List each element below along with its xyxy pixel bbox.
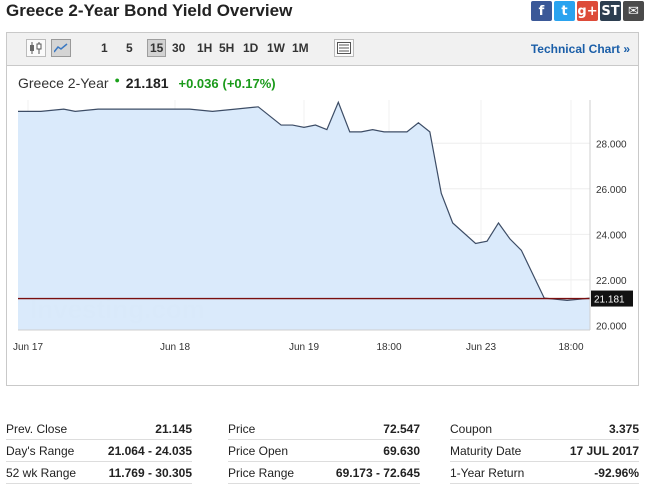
x-tick-label: 18:00 — [376, 342, 401, 353]
up-arrow-icon: ● — [114, 75, 120, 85]
stat-row: Price 72.547 — [228, 418, 420, 440]
price-change: +0.036 — [178, 76, 219, 91]
timeframe-1[interactable]: 1 — [101, 41, 108, 55]
social-share-bar: f t g+ ST ✉ — [531, 1, 644, 21]
stat-label: Price Range — [228, 465, 295, 480]
stat-row: 1-Year Return -92.96% — [450, 462, 639, 484]
timeframe-1d[interactable]: 1D — [243, 41, 259, 55]
stat-label: 52 wk Range — [6, 465, 77, 480]
twitter-icon[interactable]: t — [554, 1, 575, 21]
x-tick-label: 18:00 — [558, 342, 583, 353]
stat-row: Coupon 3.375 — [450, 418, 639, 440]
y-tick-label: 24.000 — [596, 230, 627, 241]
technical-chart-link[interactable]: Technical Chart » — [530, 42, 630, 56]
timeframe-15[interactable]: 15 — [147, 39, 167, 57]
y-tick-label: 26.000 — [596, 185, 627, 196]
stat-label: Prev. Close — [6, 421, 68, 436]
x-tick-label: Jun 18 — [160, 342, 190, 353]
stat-value: 11.769 - 30.305 — [108, 465, 192, 480]
stat-row: Day's Range 21.064 - 24.035 — [6, 440, 192, 462]
x-tick-label: Jun 19 — [289, 342, 319, 353]
x-tick-label: Jun 23 — [466, 342, 496, 353]
stat-value: 21.064 - 24.035 — [107, 443, 192, 458]
price-change-percent: (+0.17%) — [222, 76, 276, 91]
area-chart-icon[interactable] — [51, 39, 71, 57]
stat-value: 21.145 — [155, 421, 192, 436]
last-value-badge — [591, 290, 633, 307]
stat-value: -92.96% — [594, 465, 639, 480]
timeframe-1w[interactable]: 1W — [267, 41, 285, 55]
stat-label: Price — [228, 421, 256, 436]
timeframe-1h[interactable]: 1H — [197, 41, 213, 55]
y-tick-label: 22.000 — [596, 276, 627, 287]
timeframe-5h[interactable]: 5H — [219, 41, 235, 55]
stat-row: Prev. Close 21.145 — [6, 418, 192, 440]
stat-label: Day's Range — [6, 443, 75, 458]
stat-row: Maturity Date 17 JUL 2017 — [450, 440, 639, 462]
stat-value: 3.375 — [608, 421, 639, 436]
facebook-icon[interactable]: f — [531, 1, 552, 21]
series-area — [18, 102, 590, 331]
page-title: Greece 2-Year Bond Yield Overview — [6, 1, 293, 20]
stat-label: Maturity Date — [450, 443, 522, 458]
stat-row: Price Range 69.173 - 72.645 — [228, 462, 420, 484]
google-plus-icon[interactable]: g+ — [577, 1, 598, 21]
stat-value: 17 JUL 2017 — [569, 443, 639, 458]
timeframe-1m[interactable]: 1M — [292, 41, 309, 55]
stat-label: 1-Year Return — [450, 465, 525, 480]
stat-row: 52 wk Range 11.769 - 30.305 — [6, 462, 192, 484]
timeframe-5[interactable]: 5 — [126, 41, 133, 55]
x-tick-label: Jun 17 — [13, 342, 43, 353]
stat-row: Price Open 69.630 — [228, 440, 420, 462]
last-price: 21.181 — [125, 75, 169, 91]
y-tick-label: 20.000 — [596, 321, 627, 332]
stat-label: Price Open — [228, 443, 289, 458]
stat-value: 69.173 - 72.645 — [335, 465, 420, 480]
settings-panel-icon[interactable] — [334, 39, 354, 57]
mail-icon[interactable]: ✉ — [623, 1, 644, 21]
stat-value: 72.547 — [383, 421, 420, 436]
y-tick-label: 28.000 — [596, 139, 627, 150]
last-value-label: 21.181 — [594, 295, 625, 306]
timeframe-30[interactable]: 30 — [172, 41, 186, 55]
quote-header: Greece 2-Year ● 21.181 +0.036 (+0.17%) — [18, 75, 276, 91]
candlestick-chart-icon[interactable] — [26, 39, 46, 57]
stat-label: Coupon — [450, 421, 493, 436]
series-line — [18, 100, 591, 301]
instrument-name: Greece 2-Year — [18, 75, 109, 91]
stat-value: 69.630 — [383, 443, 420, 458]
stocktwits-icon[interactable]: ST — [600, 1, 621, 21]
chart-toolbar: 1 5 15 30 1H 5H 1D 1W 1M Technical Chart » — [6, 32, 639, 66]
